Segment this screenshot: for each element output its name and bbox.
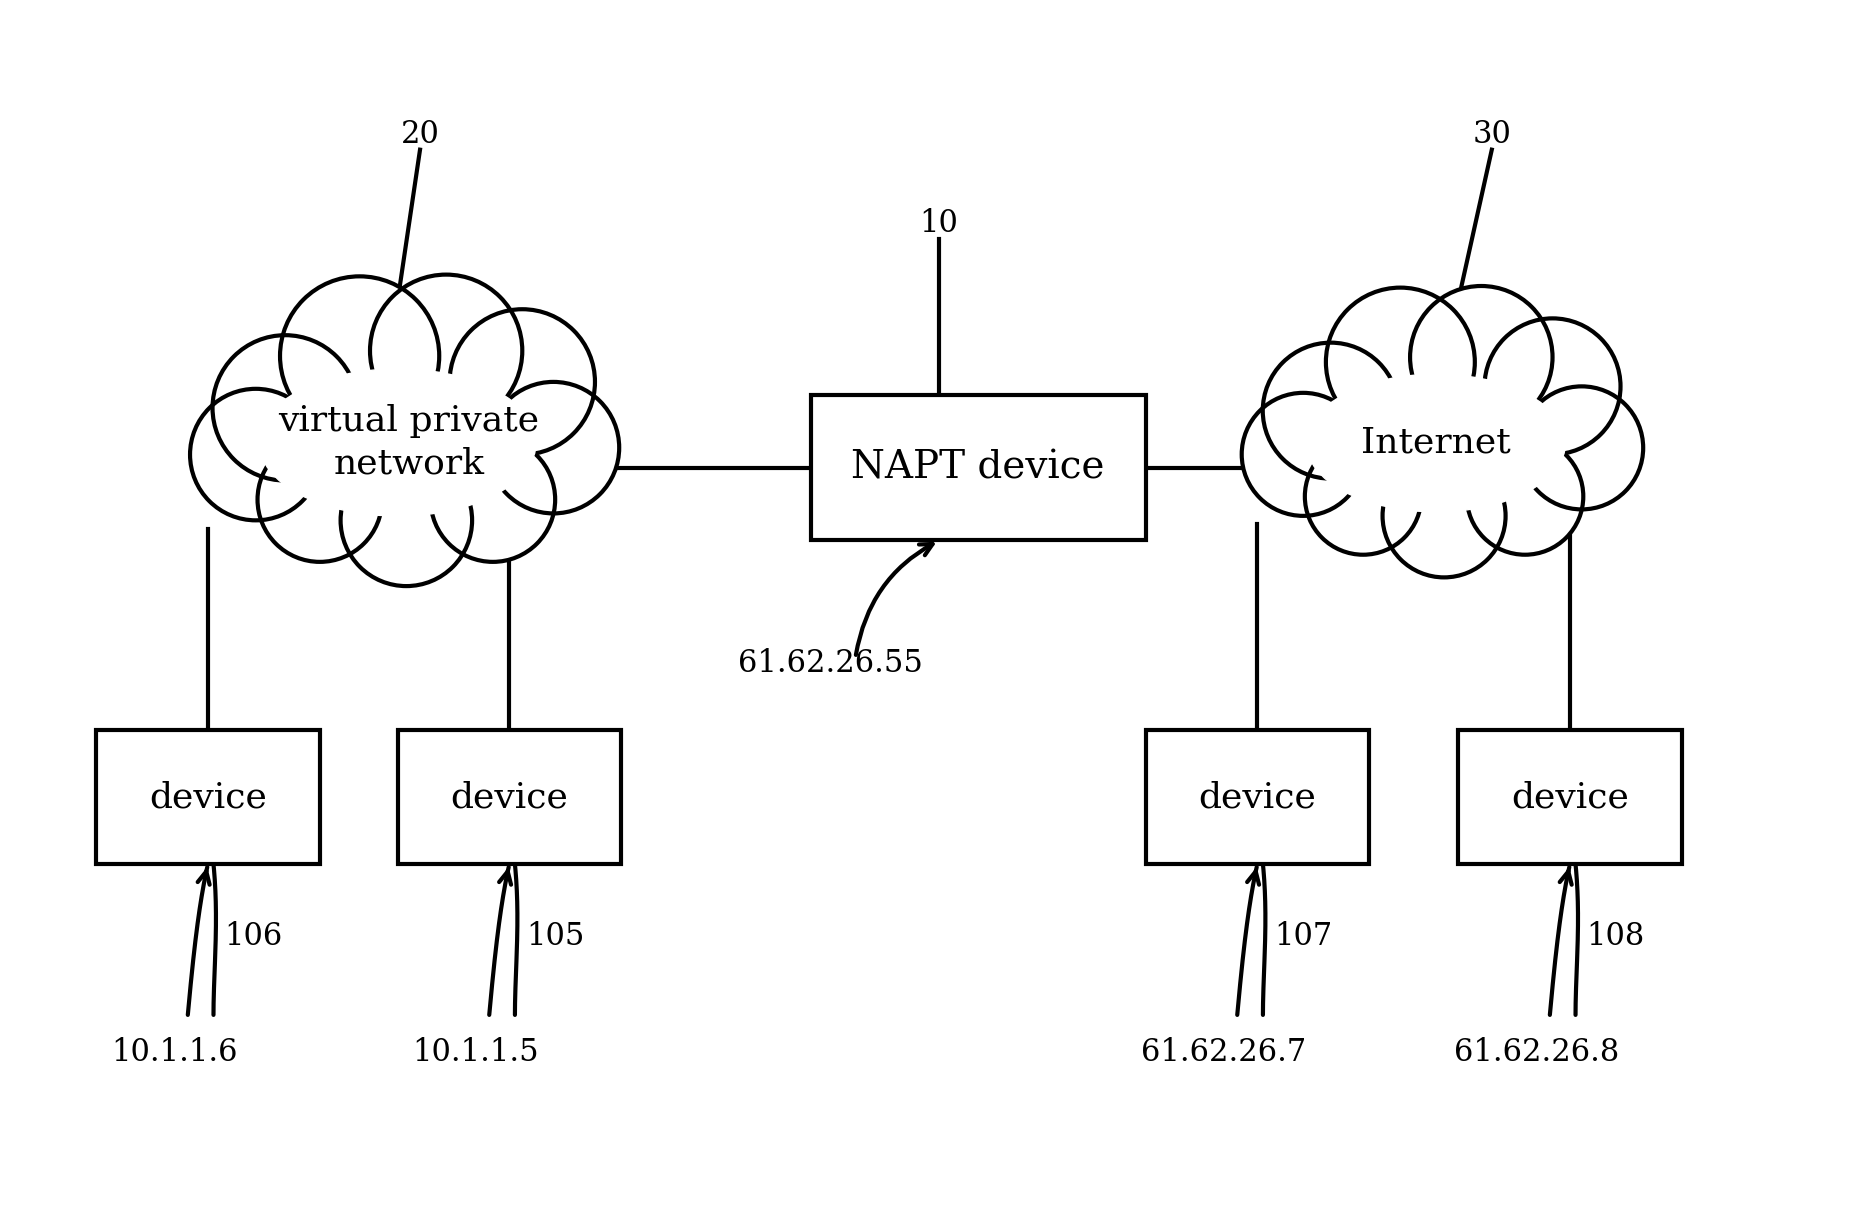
Text: 30: 30 <box>1471 119 1510 150</box>
Circle shape <box>1382 455 1504 577</box>
Circle shape <box>213 335 358 481</box>
Circle shape <box>449 309 595 455</box>
Text: 105: 105 <box>525 921 584 953</box>
Circle shape <box>1410 286 1551 428</box>
Ellipse shape <box>1306 374 1564 511</box>
FancyBboxPatch shape <box>96 731 319 864</box>
Circle shape <box>341 455 471 586</box>
Circle shape <box>488 381 620 514</box>
Text: 61.62.26.8: 61.62.26.8 <box>1452 1037 1618 1068</box>
Circle shape <box>1484 319 1619 455</box>
Text: Internet: Internet <box>1360 425 1510 460</box>
Text: 20: 20 <box>401 119 440 150</box>
Circle shape <box>1324 288 1475 436</box>
Text: virtual private
network: virtual private network <box>278 405 540 481</box>
Text: 106: 106 <box>224 921 282 953</box>
Ellipse shape <box>260 369 536 516</box>
Text: 61.62.26.7: 61.62.26.7 <box>1141 1037 1306 1068</box>
Circle shape <box>1304 438 1421 554</box>
Text: NAPT device: NAPT device <box>851 450 1104 487</box>
Circle shape <box>369 275 521 427</box>
Text: 10.1.1.6: 10.1.1.6 <box>111 1037 237 1068</box>
Text: device: device <box>148 780 267 814</box>
Text: 10: 10 <box>920 208 957 239</box>
Circle shape <box>258 438 382 562</box>
Text: device: device <box>1198 780 1315 814</box>
FancyBboxPatch shape <box>397 731 621 864</box>
FancyBboxPatch shape <box>1458 731 1681 864</box>
Circle shape <box>430 438 555 562</box>
Text: 10.1.1.5: 10.1.1.5 <box>412 1037 538 1068</box>
Circle shape <box>1519 386 1642 509</box>
Circle shape <box>189 389 321 520</box>
Text: device: device <box>1510 780 1629 814</box>
Circle shape <box>280 276 440 435</box>
Circle shape <box>1241 392 1363 516</box>
Text: 61.62.26.55: 61.62.26.55 <box>738 647 922 679</box>
Circle shape <box>1465 438 1582 554</box>
Text: 107: 107 <box>1273 921 1332 953</box>
Circle shape <box>1261 342 1399 478</box>
FancyBboxPatch shape <box>811 395 1145 541</box>
Text: 108: 108 <box>1586 921 1644 953</box>
Text: device: device <box>451 780 568 814</box>
FancyBboxPatch shape <box>1145 731 1369 864</box>
